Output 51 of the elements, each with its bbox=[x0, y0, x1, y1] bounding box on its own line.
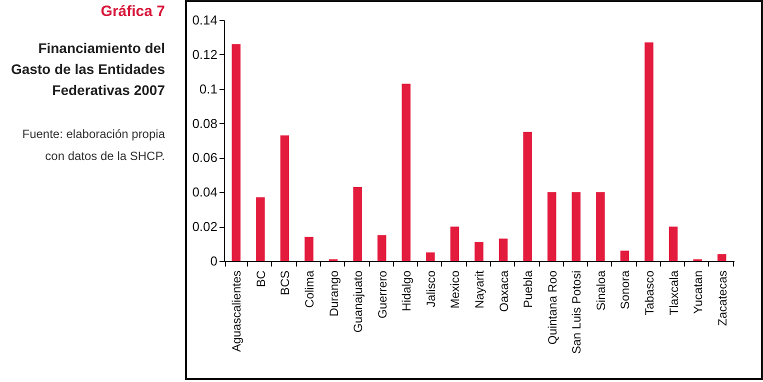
x-tick-label: Guanajuato bbox=[351, 270, 366, 333]
bar bbox=[304, 236, 314, 261]
bar bbox=[547, 192, 556, 261]
bar bbox=[450, 226, 460, 261]
chart-title: Gráfica 7 bbox=[100, 3, 165, 20]
x-tick-label: Yucatan bbox=[691, 270, 706, 314]
x-tick-label: BCS bbox=[278, 270, 292, 296]
x-tick-label: Quintana Roo bbox=[545, 270, 560, 345]
x-tick-label: Aguascalientes bbox=[230, 270, 244, 352]
y-tick-label: 0.04 bbox=[192, 184, 218, 200]
x-tick-label: Tlaxcala bbox=[666, 270, 681, 316]
x-tick-label: Hidalgo bbox=[400, 270, 414, 312]
text: Financiamiento del Gasto de las Entidades Federativas 2007 bbox=[10, 39, 165, 100]
y-tick-label: 0 bbox=[210, 254, 218, 268]
bar bbox=[377, 235, 386, 261]
bar bbox=[717, 254, 726, 261]
x-tick-label: Jalisco bbox=[424, 270, 438, 308]
x-tick-label: Sinaloa bbox=[594, 270, 608, 311]
bar bbox=[596, 192, 605, 261]
bar bbox=[498, 238, 508, 261]
x-tick-label: Durango bbox=[326, 270, 341, 317]
x-tick-label: Nayarit bbox=[472, 270, 486, 309]
bar bbox=[426, 252, 435, 261]
y-tick-label: 0.08 bbox=[192, 116, 218, 131]
bar bbox=[644, 42, 654, 261]
x-tick-label: Sonora bbox=[618, 270, 632, 310]
bar bbox=[474, 242, 484, 261]
bar bbox=[256, 197, 265, 261]
x-tick-label: Colima bbox=[302, 270, 316, 308]
x-tick-label: Guerrero bbox=[375, 270, 390, 319]
bar bbox=[620, 250, 630, 261]
y-tick-label: 0.1 bbox=[199, 81, 218, 96]
x-tick-label: Tabasco bbox=[642, 270, 656, 316]
y-tick-label: 0.02 bbox=[192, 219, 218, 234]
bar bbox=[353, 186, 362, 261]
y-tick-label: 0.14 bbox=[192, 12, 218, 28]
x-tick-label: Mexico bbox=[448, 270, 462, 309]
y-tick-label: 0.12 bbox=[192, 46, 218, 62]
bar bbox=[402, 84, 411, 261]
x-tick-label: Oaxaca bbox=[496, 270, 511, 312]
y-tick-label: 0.06 bbox=[192, 150, 218, 166]
x-tick-label: Zacatecas bbox=[715, 270, 730, 326]
bar bbox=[523, 132, 532, 261]
x-tick-label: Puebla bbox=[521, 270, 536, 308]
source-note: Fuente: elaboración propia con datos de la SHCP. bbox=[21, 126, 165, 165]
bar bbox=[668, 226, 678, 261]
x-tick-label: San Luis Potosi bbox=[570, 270, 584, 354]
bar bbox=[232, 44, 241, 261]
x-tick-label: BC bbox=[254, 270, 268, 288]
bar bbox=[572, 192, 581, 261]
bar bbox=[280, 135, 290, 261]
